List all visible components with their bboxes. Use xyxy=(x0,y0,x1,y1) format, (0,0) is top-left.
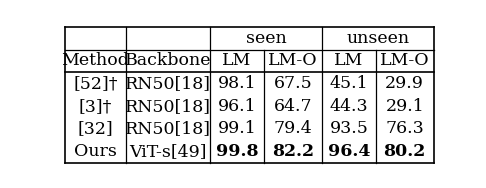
Text: 82.2: 82.2 xyxy=(272,143,314,160)
Text: 79.4: 79.4 xyxy=(274,121,312,137)
Text: ViT-s[49]: ViT-s[49] xyxy=(129,143,207,160)
Text: LM: LM xyxy=(334,52,364,69)
Text: LM: LM xyxy=(223,52,252,69)
Text: 98.1: 98.1 xyxy=(218,75,257,92)
Text: seen: seen xyxy=(245,30,286,47)
Text: [52]†: [52]† xyxy=(73,75,118,92)
Text: [32]: [32] xyxy=(78,121,113,137)
Text: 44.3: 44.3 xyxy=(330,98,368,115)
Text: 64.7: 64.7 xyxy=(274,98,312,115)
Text: 93.5: 93.5 xyxy=(330,121,368,137)
Text: 45.1: 45.1 xyxy=(330,75,368,92)
Text: 76.3: 76.3 xyxy=(385,121,424,137)
Text: RN50[18]: RN50[18] xyxy=(125,75,211,92)
Text: 29.9: 29.9 xyxy=(385,75,424,92)
Text: Method: Method xyxy=(62,52,129,69)
Text: 99.1: 99.1 xyxy=(218,121,257,137)
Text: 99.8: 99.8 xyxy=(216,143,259,160)
Text: 96.1: 96.1 xyxy=(218,98,257,115)
Text: LM-O: LM-O xyxy=(268,52,318,69)
Text: RN50[18]: RN50[18] xyxy=(125,121,211,137)
Text: 80.2: 80.2 xyxy=(383,143,426,160)
Text: Backbone: Backbone xyxy=(125,52,211,69)
Text: RN50[18]: RN50[18] xyxy=(125,98,211,115)
Text: 96.4: 96.4 xyxy=(328,143,370,160)
Text: 29.1: 29.1 xyxy=(385,98,424,115)
Text: 67.5: 67.5 xyxy=(274,75,312,92)
Text: Ours: Ours xyxy=(74,143,117,160)
Text: [3]†: [3]† xyxy=(79,98,112,115)
Text: unseen: unseen xyxy=(346,30,409,47)
Text: LM-O: LM-O xyxy=(380,52,430,69)
